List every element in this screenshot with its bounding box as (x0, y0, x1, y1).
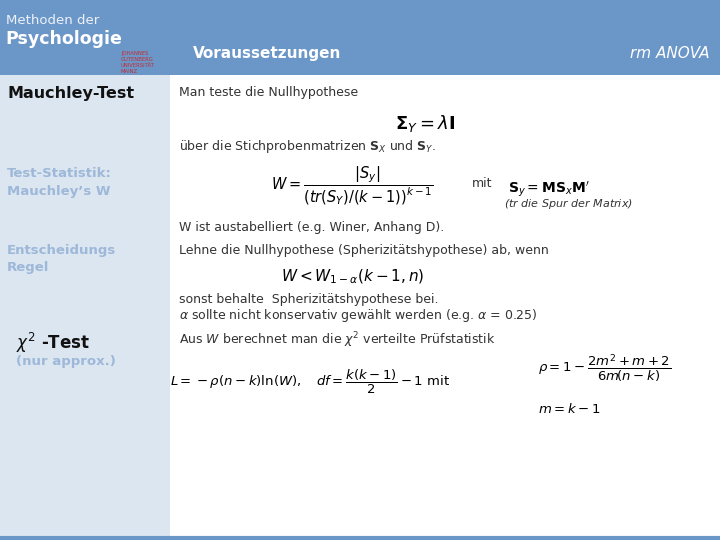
Text: Man teste die Nullhypothese: Man teste die Nullhypothese (179, 86, 358, 99)
Text: $\alpha$ sollte nicht konservativ gewählt werden (e.g. $\alpha$ = 0.25): $\alpha$ sollte nicht konservativ gewähl… (179, 307, 537, 323)
Text: Lehne die Nullhypothese (Spherizitätshypothese) ab, wenn: Lehne die Nullhypothese (Spherizitätshyp… (179, 244, 549, 257)
Text: Methoden der: Methoden der (6, 14, 99, 26)
Text: Entscheidungs: Entscheidungs (7, 244, 117, 257)
Text: $\chi^2$ -Test: $\chi^2$ -Test (16, 330, 90, 355)
Bar (0, 0, 170, 540)
Text: $m = k-1$: $m = k-1$ (538, 402, 600, 416)
Text: $W = \dfrac{|S_y|}{\left(\mathit{tr}\left(S_Y\right)/(k-1)\right)^{k-1}}$: $W = \dfrac{|S_y|}{\left(\mathit{tr}\lef… (271, 165, 434, 207)
Text: Test-Statistik:: Test-Statistik: (7, 167, 112, 180)
Text: Mauchley-Test: Mauchley-Test (7, 86, 135, 102)
Text: $\mathbf{\Sigma}_Y = \lambda\mathbf{I}$: $\mathbf{\Sigma}_Y = \lambda\mathbf{I}$ (395, 113, 455, 134)
Text: über die Stichprobenmatrizen $\mathbf{S}_X$ und $\mathbf{S}_Y$.: über die Stichprobenmatrizen $\mathbf{S}… (179, 138, 436, 154)
Text: Voraussetzungen: Voraussetzungen (193, 46, 341, 61)
Text: Aus $W$ berechnet man die $\chi^2$ verteilte Prüfstatistik: Aus $W$ berechnet man die $\chi^2$ verte… (179, 330, 495, 350)
Text: sonst behalte  Spherizitätshypothese bei.: sonst behalte Spherizitätshypothese bei. (179, 293, 438, 306)
Text: $W < W_{1-\alpha}\left(k-1,n\right)$: $W < W_{1-\alpha}\left(k-1,n\right)$ (281, 268, 425, 286)
Bar (170, 75, 720, 540)
Text: $\mathbf{S}_y = \mathbf{MS}_x\mathbf{M}'$: $\mathbf{S}_y = \mathbf{MS}_x\mathbf{M}'… (508, 179, 590, 199)
Text: ($\mathit{tr}$ die Spur der Matrix): ($\mathit{tr}$ die Spur der Matrix) (504, 197, 633, 211)
Text: Regel: Regel (7, 261, 50, 274)
Text: W ist austabelliert (e.g. Winer, Anhang D).: W ist austabelliert (e.g. Winer, Anhang … (179, 221, 444, 234)
Text: (nur approx.): (nur approx.) (16, 355, 116, 368)
Text: Mauchley’s W: Mauchley’s W (7, 185, 111, 198)
Text: rm ANOVA: rm ANOVA (630, 46, 709, 61)
Text: $L = -\rho\left(n-k\right)\ln\!\left(W\right),\quad df = \dfrac{k(k-1)}{2}-1\ \t: $L = -\rho\left(n-k\right)\ln\!\left(W\r… (169, 368, 450, 396)
Text: Psychologie: Psychologie (6, 30, 122, 48)
Text: $\rho = 1-\dfrac{2m^2+m+2}{6m\!\left(n-k\right)}$: $\rho = 1-\dfrac{2m^2+m+2}{6m\!\left(n-k… (538, 352, 672, 384)
Bar (0, 0, 720, 75)
Text: JOHANNES
GUTENBERG
UNIVERSITÄT
MAINZ: JOHANNES GUTENBERG UNIVERSITÄT MAINZ (121, 51, 155, 73)
Text: mit: mit (472, 177, 492, 190)
